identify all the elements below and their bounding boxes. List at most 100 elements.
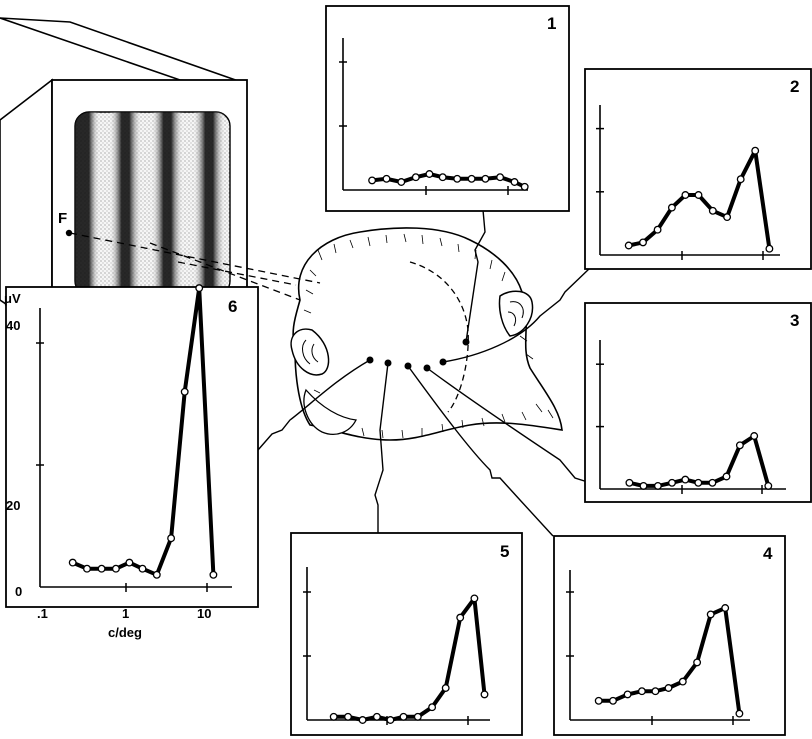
panel-4-plot [566, 570, 750, 725]
panel-3-point [708, 478, 717, 487]
panel-1-point [496, 173, 505, 182]
panel-2-point [667, 203, 676, 212]
panel-2-point [694, 191, 703, 199]
panel-5-point [386, 716, 395, 724]
panel-3-point [750, 432, 759, 440]
lead-3 [426, 367, 595, 485]
panel-5-point [329, 712, 338, 721]
panel-6-point [195, 284, 204, 293]
lead-5 [374, 362, 389, 533]
panel-4-point [637, 687, 646, 696]
panel-4: 4 [553, 535, 786, 736]
panel-4-point [651, 687, 660, 696]
lead-6 [257, 359, 371, 451]
panel-1-point [467, 174, 476, 183]
panel-2-point [751, 146, 760, 155]
x-axis-unit: c/deg [108, 625, 142, 640]
panel-3-point [681, 475, 690, 484]
panel-1-point [438, 173, 447, 182]
panel-5-point [470, 594, 479, 603]
head-outline [292, 227, 563, 441]
panel-4-point [706, 610, 715, 619]
panel-2-frame [584, 68, 812, 270]
panel-6: 6 μV 40 20 0 .1 1 10 c/deg [4, 284, 259, 640]
panel-5-point [456, 613, 465, 622]
panel-1-point [411, 173, 420, 182]
panel-6-number: 6 [228, 297, 237, 316]
panel-3-point [764, 481, 773, 490]
panel-1-number: 1 [547, 14, 556, 33]
panel-4-point [735, 709, 744, 718]
panel-3-point [639, 481, 648, 490]
sight-line-low [177, 261, 297, 286]
panel-2-plot [596, 105, 780, 260]
panel-5-point [441, 684, 450, 692]
panel-3-point [735, 441, 744, 450]
cheek [303, 388, 357, 435]
panel-3-point [653, 481, 662, 490]
panel-1-plot [339, 38, 529, 195]
panel-4-point [664, 684, 673, 692]
panel-2-point [653, 225, 662, 234]
fixation-point [65, 229, 73, 237]
panel-3-point [694, 478, 703, 487]
panel-1-point [397, 178, 406, 186]
sight-line-top [69, 232, 321, 284]
panel-3: 3 [584, 302, 812, 503]
panel-1-point [425, 170, 434, 178]
panel-5-frame [290, 532, 523, 736]
panel-3-point [668, 478, 676, 487]
panel-3-point [722, 472, 731, 481]
panel-2-point [765, 244, 774, 253]
panel-6-point [152, 570, 161, 579]
panel-6-point [97, 564, 106, 573]
panel-1-frame [325, 5, 570, 212]
panel-5-point [480, 690, 489, 699]
panel-3-plot [596, 340, 786, 494]
lead-1 [465, 209, 486, 343]
panel-2-point [624, 241, 633, 250]
panel-5-point [344, 712, 352, 721]
monitor-top-face [0, 17, 248, 85]
panel-6-point [68, 558, 77, 567]
monkey-head [290, 227, 563, 441]
panel-6-point [83, 564, 91, 573]
right-ear-inner [507, 301, 524, 327]
right-ear [498, 290, 534, 337]
panel-1-point [481, 174, 490, 183]
panel-5-point [413, 712, 422, 721]
panel-3-number: 3 [790, 311, 799, 330]
panel-4-point [623, 690, 632, 699]
x-tick-label-10: 10 [197, 606, 211, 621]
panel-2-point [723, 213, 732, 222]
panel-5-point [399, 712, 408, 721]
electrode-leads [257, 209, 595, 537]
y-axis-unit: μV [4, 291, 21, 306]
x-tick-label-0.1: .1 [37, 606, 48, 621]
y-tick-label-0: 0 [15, 584, 22, 599]
panel-6-point [209, 570, 218, 579]
panel-5-point [372, 712, 381, 721]
y-tick-label-40: 40 [6, 318, 20, 333]
panel-4-frame [553, 535, 786, 736]
lead-4 [407, 365, 554, 537]
panel-1-point [453, 174, 462, 183]
panel-4-point [693, 658, 702, 667]
panel-6-plot [36, 284, 232, 592]
panel-2: 2 [584, 68, 812, 270]
sight-line-mid [149, 242, 301, 301]
panel-1-point [382, 174, 391, 183]
panel-6-point [111, 564, 120, 573]
panel-4-number: 4 [763, 544, 773, 563]
recording-arc [409, 261, 469, 413]
panel-6-frame [5, 286, 259, 608]
lead-2 [442, 267, 591, 363]
panel-5-point [358, 716, 367, 724]
panel-1-point [520, 182, 529, 191]
panel-5: 5 [290, 532, 523, 736]
panel-6-point [138, 564, 147, 573]
panel-4-point [678, 677, 687, 686]
electrodes [366, 338, 470, 372]
panel-6-point [180, 387, 189, 396]
